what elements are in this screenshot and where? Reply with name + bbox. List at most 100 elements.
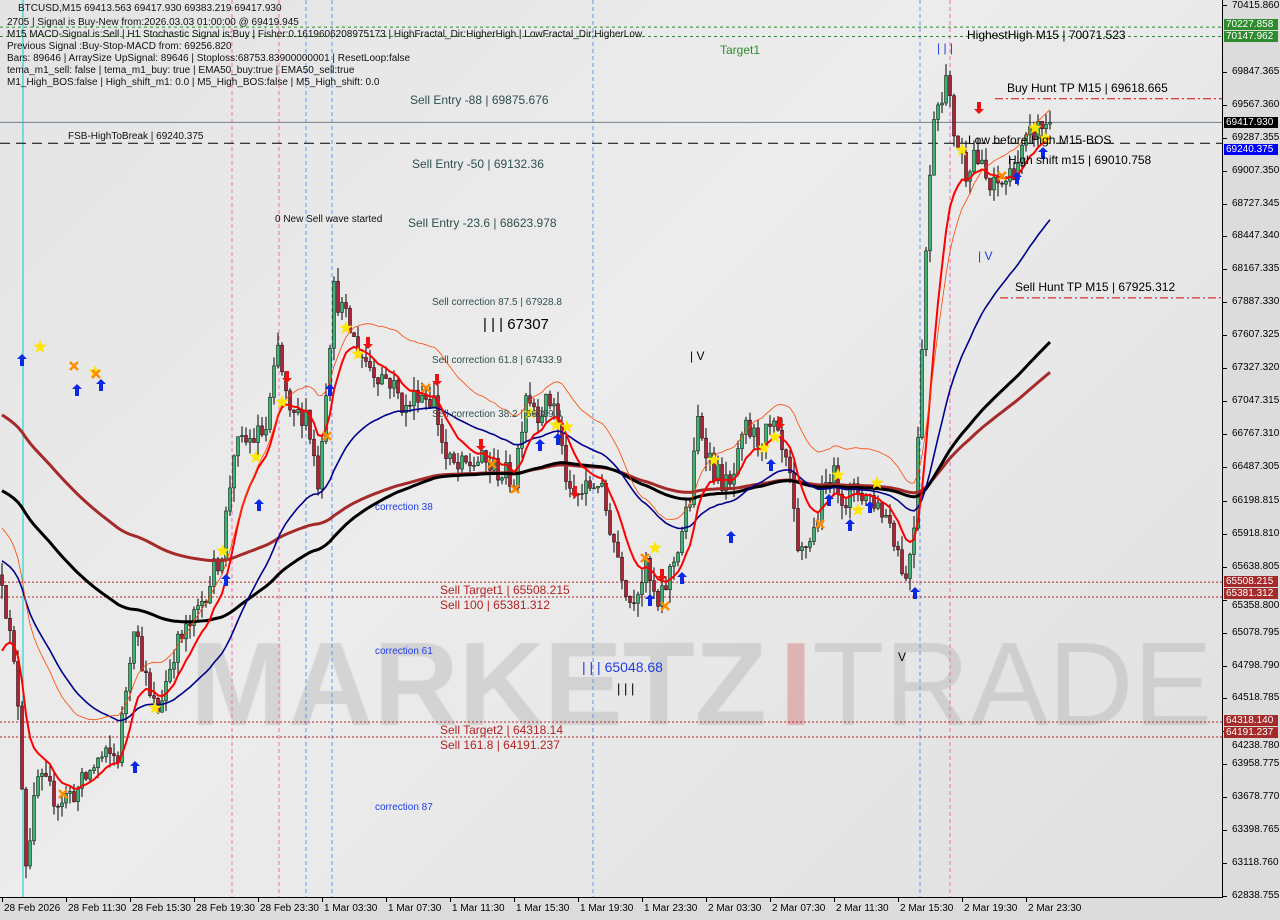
candle bbox=[440, 424, 444, 443]
candle bbox=[252, 438, 256, 443]
orange-cross-icon bbox=[640, 553, 650, 563]
target1-label: Target1 bbox=[720, 43, 761, 57]
sell-arrow-icon bbox=[476, 439, 486, 451]
price-tick-label: 65358.800 bbox=[1232, 600, 1280, 611]
info-line: tema_m1_sell: false | tema_m1_buy: true … bbox=[7, 65, 355, 76]
candle bbox=[964, 152, 968, 182]
candle bbox=[944, 75, 948, 104]
candle bbox=[624, 580, 628, 597]
signal-star-icon bbox=[148, 701, 162, 714]
buy-arrow-icon bbox=[254, 499, 264, 511]
price-tick bbox=[1223, 335, 1227, 337]
time-tick bbox=[258, 898, 259, 902]
candle bbox=[716, 464, 720, 482]
buy-arrow-icon bbox=[766, 459, 776, 471]
candle bbox=[708, 452, 712, 459]
price-tick bbox=[1223, 830, 1227, 832]
candle bbox=[700, 416, 704, 439]
price-tick-label: 63958.775 bbox=[1232, 758, 1280, 770]
info-line: 2705 | Signal is Buy-New from:2026.03.03… bbox=[7, 17, 299, 28]
buy-arrow-icon bbox=[677, 572, 687, 584]
envelope-upper-line bbox=[1, 109, 1051, 721]
candle bbox=[372, 367, 376, 378]
candle bbox=[60, 802, 64, 807]
price-tag: 69417.930 bbox=[1224, 117, 1278, 128]
price-tick bbox=[1223, 71, 1227, 73]
signal-star-icon bbox=[648, 541, 662, 554]
candle bbox=[900, 549, 904, 575]
sell-correction-875-label: Sell correction 87.5 | 67928.8 bbox=[432, 297, 562, 308]
candle bbox=[300, 409, 304, 426]
candle bbox=[932, 119, 936, 176]
buy-arrow-icon bbox=[726, 531, 736, 543]
candle bbox=[636, 594, 640, 604]
candle bbox=[136, 631, 140, 637]
candle bbox=[240, 435, 244, 437]
candle bbox=[144, 670, 148, 673]
candle bbox=[260, 425, 264, 436]
wave-67307-label: | | | 67307 bbox=[483, 316, 549, 333]
candle bbox=[56, 805, 60, 808]
candle bbox=[568, 481, 572, 489]
ema-mid-line bbox=[1, 219, 1051, 722]
price-tick bbox=[1223, 5, 1227, 6]
signal-star-icon bbox=[1038, 131, 1052, 144]
candle bbox=[952, 95, 956, 137]
candle bbox=[892, 522, 896, 547]
candle bbox=[344, 302, 348, 309]
candle bbox=[200, 600, 204, 606]
candle bbox=[540, 416, 544, 424]
price-tick-label: 64238.780 bbox=[1232, 740, 1280, 751]
price-tag: 70227.858 bbox=[1224, 19, 1278, 30]
candle bbox=[724, 474, 728, 491]
candle bbox=[180, 633, 184, 640]
candle bbox=[320, 441, 324, 490]
signal-star-icon bbox=[549, 418, 563, 431]
candle bbox=[212, 558, 216, 587]
signal-star-icon bbox=[955, 143, 969, 156]
candle bbox=[980, 159, 984, 164]
candle bbox=[696, 416, 700, 452]
ema-fast-line bbox=[1, 136, 1051, 790]
price-tick-label: 67887.330 bbox=[1232, 296, 1280, 308]
orange-cross-icon bbox=[510, 484, 520, 494]
candle bbox=[600, 482, 604, 487]
chart-plot-area[interactable]: BTCUSD,M15 69413.563 69417.930 69383.219… bbox=[0, 0, 1223, 898]
candle bbox=[32, 795, 36, 842]
price-tick bbox=[1223, 863, 1227, 865]
time-tick-label: 2 Mar 03:30 bbox=[708, 903, 762, 914]
candle bbox=[644, 558, 648, 583]
price-tick bbox=[1223, 302, 1227, 304]
candle bbox=[268, 397, 272, 430]
candle bbox=[132, 631, 136, 664]
wave-iii-top-label: | | | bbox=[937, 41, 954, 55]
sell-entry-88-label: Sell Entry -88 | 69875.676 bbox=[410, 93, 549, 107]
time-tick-label: 1 Mar 19:30 bbox=[580, 903, 634, 914]
time-tick-label: 28 Feb 11:30 bbox=[68, 903, 127, 914]
candle bbox=[324, 395, 328, 442]
candle bbox=[620, 557, 624, 581]
candle bbox=[792, 472, 796, 509]
candle bbox=[1004, 180, 1008, 185]
candle bbox=[1044, 123, 1048, 130]
signal-star-icon bbox=[560, 420, 574, 433]
candle bbox=[380, 374, 384, 385]
signal-star-icon bbox=[870, 476, 884, 489]
candle bbox=[580, 493, 584, 495]
candle bbox=[232, 455, 236, 489]
price-tick-label: 68167.335 bbox=[1232, 263, 1280, 275]
price-tick-label: 67327.320 bbox=[1232, 362, 1280, 374]
correction-61-label: correction 61 bbox=[375, 646, 433, 657]
candle bbox=[332, 281, 336, 349]
candle bbox=[680, 531, 684, 553]
buy-arrow-icon bbox=[1012, 172, 1022, 184]
candle bbox=[916, 437, 920, 529]
high-shift-label: High shift m15 | 69010.758 bbox=[1008, 153, 1152, 167]
candle bbox=[936, 104, 940, 120]
candle bbox=[948, 75, 952, 96]
candle bbox=[500, 477, 504, 481]
candle bbox=[20, 705, 24, 790]
candle bbox=[496, 458, 500, 481]
time-tick-label: 1 Mar 15:30 bbox=[516, 903, 570, 914]
buy-arrow-icon bbox=[865, 501, 875, 513]
